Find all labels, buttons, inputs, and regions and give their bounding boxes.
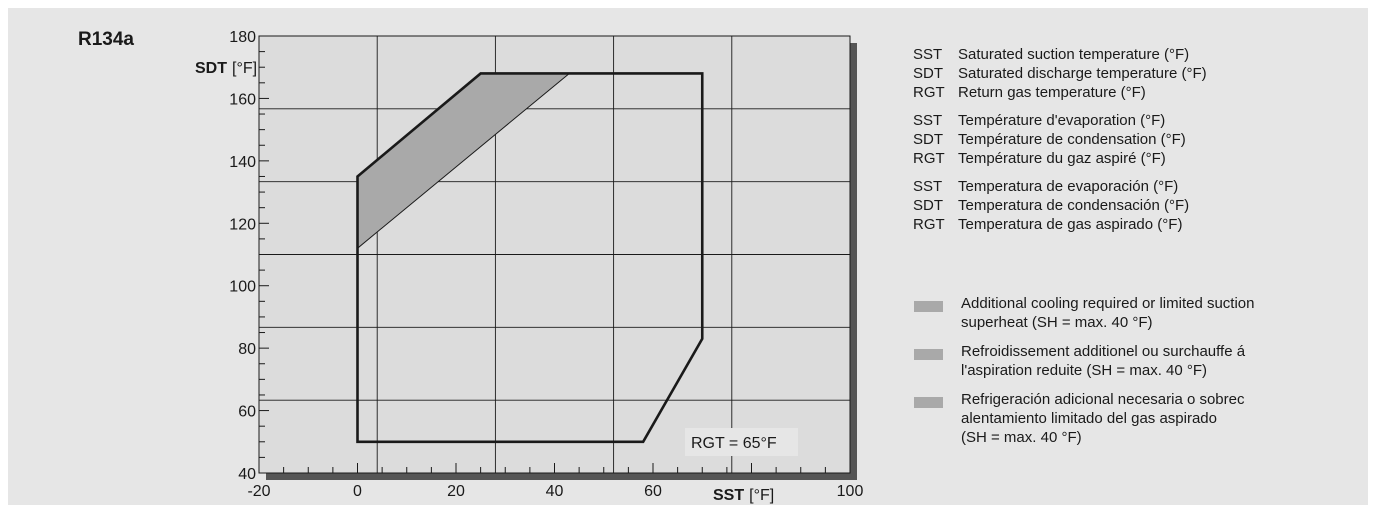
- y-tick-label: 40: [238, 466, 256, 483]
- legend-abbreviation: SDT: [913, 131, 943, 148]
- legend-language-group: SST Saturated suction temperature (°F) SDT…: [913, 45, 1207, 102]
- legend-description: Saturated suction temperature (°F): [958, 46, 1190, 63]
- x-tick-label: 100: [837, 483, 864, 500]
- legend-description: Température du gaz aspiré (°F): [958, 150, 1166, 167]
- legend-abbreviation: SDT: [913, 65, 943, 82]
- x-tick-label: -20: [247, 483, 270, 500]
- shaded-note-line: Refroidissement additionel ou surchauffe…: [961, 343, 1246, 360]
- shaded-note-line: alentamiento limitado del gas aspirado: [961, 410, 1217, 427]
- legend-abbreviation: RGT: [913, 84, 945, 101]
- legend-description: Température de condensation (°F): [958, 131, 1186, 148]
- legend-description: Temperatura de gas aspirado (°F): [958, 216, 1183, 233]
- x-tick-label: 40: [546, 483, 564, 500]
- shaded-swatch: [914, 301, 943, 312]
- legend-row: SST Temperatura de evaporación (°F): [913, 177, 1207, 196]
- y-tick-label: 140: [229, 154, 256, 171]
- legend-language-group: SST Température d'evaporation (°F) SDT Temp…: [913, 111, 1207, 168]
- shaded-note-line: (SH = max. 40 °F): [961, 429, 1082, 446]
- shaded-swatch: [914, 349, 943, 360]
- y-tick-label: 60: [238, 404, 256, 421]
- y-tick-label: 180: [229, 29, 256, 46]
- shaded-note-line: Refrigeración adicional necesaria o sobr…: [961, 391, 1245, 408]
- legend-abbreviation: RGT: [913, 150, 945, 167]
- legend-abbreviation: SST: [913, 46, 943, 63]
- legend-language-group: SST Temperatura de evaporación (°F) SDT Tem…: [913, 177, 1207, 234]
- shaded-note: Refrigeración adicional necesaria o sobr…: [914, 390, 1344, 447]
- shaded-area-legend: Additional cooling required or limited s…: [914, 294, 1344, 457]
- y-tick-label: 80: [238, 341, 256, 358]
- legend-row: SST Température d'evaporation (°F): [913, 111, 1207, 130]
- abbreviation-legend: SST Saturated suction temperature (°F) SDT…: [913, 45, 1207, 243]
- x-tick-label: 60: [644, 483, 662, 500]
- x-tick-label: 20: [447, 483, 465, 500]
- rgt-annotation: RGT = 65°F: [691, 435, 777, 452]
- legend-row: RGT Température du gaz aspiré (°F): [913, 149, 1207, 168]
- y-axis-unit: [°F]: [232, 60, 257, 77]
- legend-description: Saturated discharge temperature (°F): [958, 65, 1207, 82]
- legend-row: RGT Return gas temperature (°F): [913, 83, 1207, 102]
- shaded-note-line: l'aspiration reduite (SH = max. 40 °F): [961, 362, 1208, 379]
- legend-abbreviation: SST: [913, 178, 943, 195]
- legend-description: Température d'evaporation (°F): [958, 112, 1166, 129]
- legend-row: SST Saturated suction temperature (°F): [913, 45, 1207, 64]
- legend-abbreviation: RGT: [913, 216, 945, 233]
- x-tick-label: 0: [353, 483, 362, 500]
- legend-description: Temperatura de condensación (°F): [958, 197, 1190, 214]
- shaded-note-line: superheat (SH = max. 40 °F): [961, 314, 1153, 331]
- legend-row: SDT Saturated discharge temperature (°F): [913, 64, 1207, 83]
- legend-row: SDT Temperatura de condensación (°F): [913, 196, 1207, 215]
- x-axis-name: SST: [713, 487, 744, 504]
- legend-row: RGT Temperatura de gas aspirado (°F): [913, 215, 1207, 234]
- legend-row: SDT Température de condensation (°F): [913, 130, 1207, 149]
- x-tick-labels: -20 0 20 40 60 100: [247, 483, 863, 500]
- legend-abbreviation: SST: [913, 112, 943, 129]
- y-tick-label: 100: [229, 279, 256, 296]
- shaded-note-line: Additional cooling required or limited s…: [961, 295, 1255, 312]
- shaded-note: Refroidissement additionel ou surchauffe…: [914, 342, 1344, 380]
- y-tick-label: 160: [229, 91, 256, 108]
- legend-description: Temperatura de evaporación (°F): [958, 178, 1179, 195]
- shaded-swatch: [914, 397, 943, 408]
- refrigerant-label: R134a: [78, 29, 134, 50]
- y-axis-name: SDT: [195, 60, 227, 77]
- minor-ticks: [258, 35, 851, 474]
- x-axis-label: SST [°F]: [713, 487, 774, 504]
- y-axis-label: SDT [°F]: [195, 60, 257, 77]
- legend-abbreviation: SDT: [913, 197, 943, 214]
- y-tick-label: 120: [229, 216, 256, 233]
- legend-description: Return gas temperature (°F): [958, 84, 1146, 101]
- y-tick-labels: 40 60 80 100 120 140 160 180: [229, 29, 256, 483]
- shaded-note: Additional cooling required or limited s…: [914, 294, 1344, 332]
- operating-envelope: [356, 72, 704, 444]
- x-axis-unit: [°F]: [749, 487, 774, 504]
- annotation-bg: [685, 428, 798, 456]
